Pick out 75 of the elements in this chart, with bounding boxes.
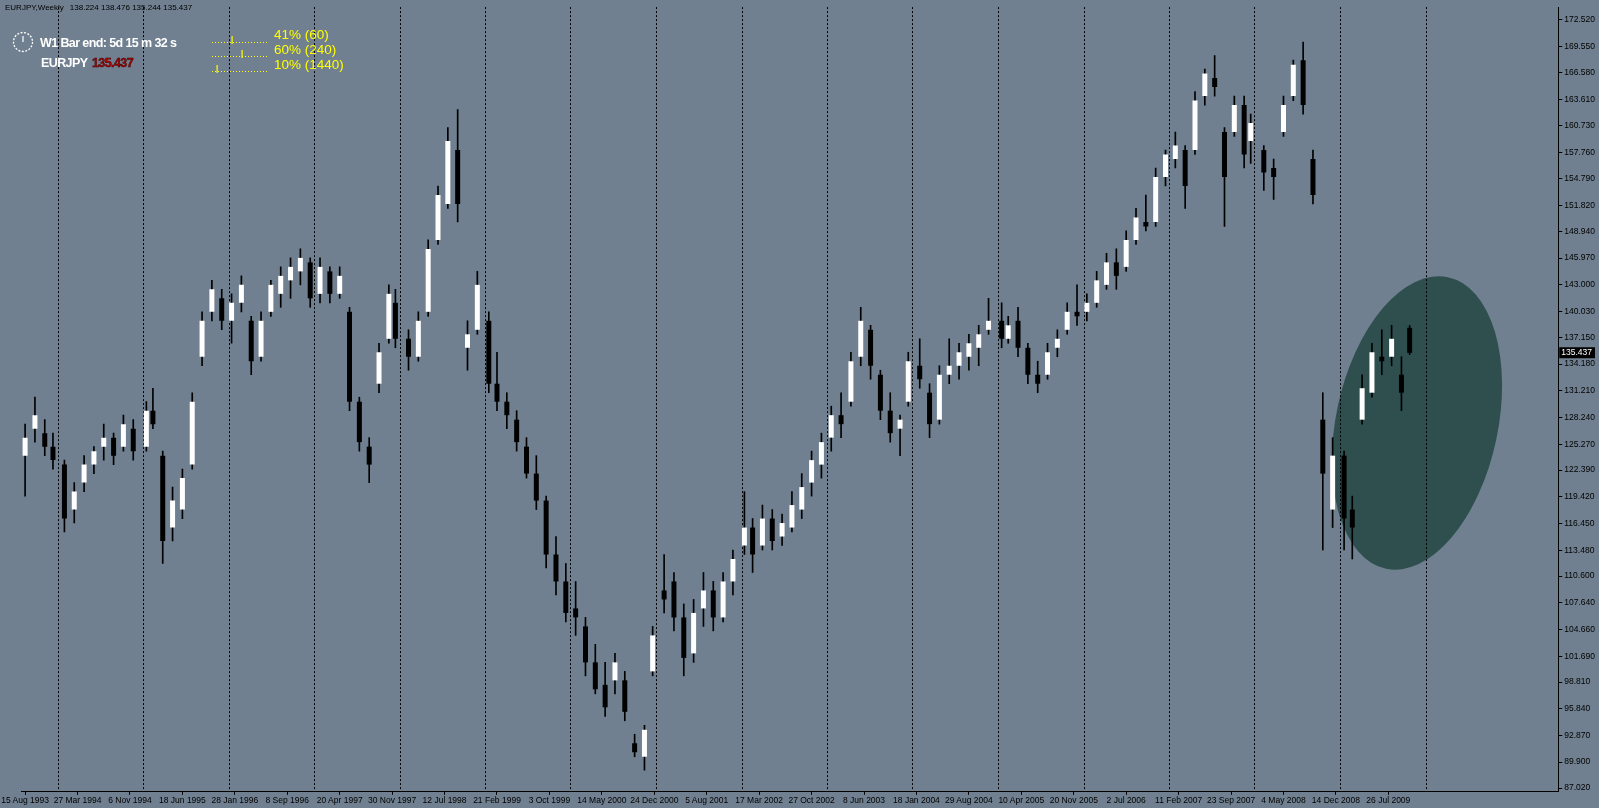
x-tick-label: 4 May 2008 <box>1261 795 1306 806</box>
candlestick <box>946 338 952 385</box>
candlestick <box>897 414 903 456</box>
x-tick-label: 23 Sep 2007 <box>1206 795 1256 806</box>
candlestick <box>838 392 844 438</box>
y-tick-label: 95.840 <box>1564 703 1591 714</box>
x-tick-label: 3 Oct 1999 <box>528 795 571 806</box>
y-tick-label: 145.970 <box>1564 252 1596 263</box>
y-tick-label: 137.150 <box>1564 331 1596 342</box>
annotation: 135.437 <box>1561 347 1593 358</box>
y-tick-label: 163.610 <box>1564 93 1596 104</box>
annotation: 10% (1440) <box>274 57 344 73</box>
candlestick <box>1143 194 1149 232</box>
x-tick-label: 8 Jun 2003 <box>842 795 886 806</box>
x-tick-label: 14 Dec 2008 <box>1311 795 1361 806</box>
candlestick <box>1074 284 1080 326</box>
annotation: 138.224 138.476 135.244 135.437 <box>69 3 193 12</box>
annotation: 41% (60) <box>274 27 329 43</box>
x-tick-label: 27 Mar 1994 <box>53 795 102 806</box>
y-tick-label: 143.000 <box>1564 279 1596 290</box>
y-tick-label: 107.640 <box>1564 597 1596 608</box>
y-tick-label: 116.450 <box>1564 517 1595 528</box>
x-tick-label: 30 Nov 1997 <box>368 795 417 806</box>
x-tick-label: 10 Apr 2005 <box>998 795 1045 806</box>
y-tick-label: 104.660 <box>1564 623 1596 634</box>
chart-title: EURJPY,Weekly <box>5 3 64 12</box>
y-tick-label: 169.550 <box>1564 40 1596 51</box>
x-tick-label: 24 Dec 2000 <box>630 795 679 806</box>
y-tick-label: 122.390 <box>1564 464 1596 475</box>
x-tick-label: 15 Aug 1993 <box>1 795 50 806</box>
x-tick-label: 26 Jul 2009 <box>1366 795 1411 806</box>
x-tick-label: 18 Jun 1995 <box>159 795 207 806</box>
y-tick-label: 92.870 <box>1564 729 1591 740</box>
x-tick-label: 11 Feb 2007 <box>1155 795 1203 806</box>
y-tick-label: 113.480 <box>1564 544 1595 555</box>
candlestick <box>917 338 923 389</box>
y-tick-label: 151.820 <box>1564 199 1596 210</box>
y-tick-label: 87.020 <box>1564 782 1591 793</box>
x-tick-label: 28 Jan 1996 <box>211 795 259 806</box>
x-tick-label: 5 Aug 2001 <box>685 795 729 806</box>
y-tick-label: 166.580 <box>1564 67 1596 78</box>
annotation: 135.437 <box>92 56 133 71</box>
x-tick-label: 14 May 2000 <box>577 795 627 806</box>
y-tick-label: 131.210 <box>1564 385 1596 396</box>
y-tick-label: 172.520 <box>1564 13 1596 24</box>
y-tick-label: 148.940 <box>1564 225 1596 236</box>
y-tick-label: 98.810 <box>1564 676 1591 687</box>
x-tick-label: 6 Nov 1994 <box>108 795 152 806</box>
y-tick-label: 128.240 <box>1564 411 1596 422</box>
y-tick-label: 125.270 <box>1564 438 1596 449</box>
annotation: W1 Bar end: 5d 15 m 32 s <box>40 36 177 51</box>
y-tick-label: 140.030 <box>1564 305 1596 316</box>
x-tick-label: 2 Jul 2006 <box>1106 795 1147 806</box>
y-tick-label: 157.760 <box>1564 146 1596 157</box>
candlestick <box>22 423 28 497</box>
candlestick <box>661 554 667 614</box>
x-tick-label: 20 Nov 2005 <box>1049 795 1099 806</box>
y-tick-label: 160.730 <box>1564 119 1596 130</box>
x-tick-label: 29 Aug 2004 <box>945 795 994 806</box>
x-tick-label: 21 Feb 1999 <box>473 795 522 806</box>
x-tick-label: 18 Jan 2004 <box>893 795 941 806</box>
y-tick-label: 134.180 <box>1564 358 1596 369</box>
x-tick-label: 17 Mar 2002 <box>735 795 784 806</box>
x-tick-label: 8 Sep 1996 <box>265 795 310 806</box>
y-tick-label: 119.420 <box>1564 491 1595 502</box>
annotation: EURJPY <box>41 56 88 71</box>
y-tick-label: 110.600 <box>1564 570 1595 581</box>
y-tick-label: 89.900 <box>1564 756 1591 767</box>
x-tick-label: 20 Apr 1997 <box>316 795 363 806</box>
y-tick-label: 101.690 <box>1564 650 1596 661</box>
x-tick-label: 12 Jul 1998 <box>422 795 467 806</box>
annotation: 60% (240) <box>274 42 337 58</box>
candlestick <box>1379 329 1385 376</box>
y-tick-label: 154.790 <box>1564 173 1596 184</box>
x-tick-label: 27 Oct 2002 <box>788 795 836 806</box>
